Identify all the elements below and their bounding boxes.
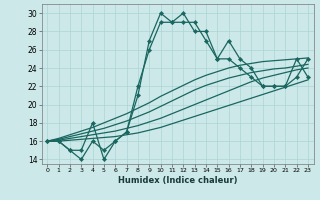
X-axis label: Humidex (Indice chaleur): Humidex (Indice chaleur) <box>118 176 237 185</box>
